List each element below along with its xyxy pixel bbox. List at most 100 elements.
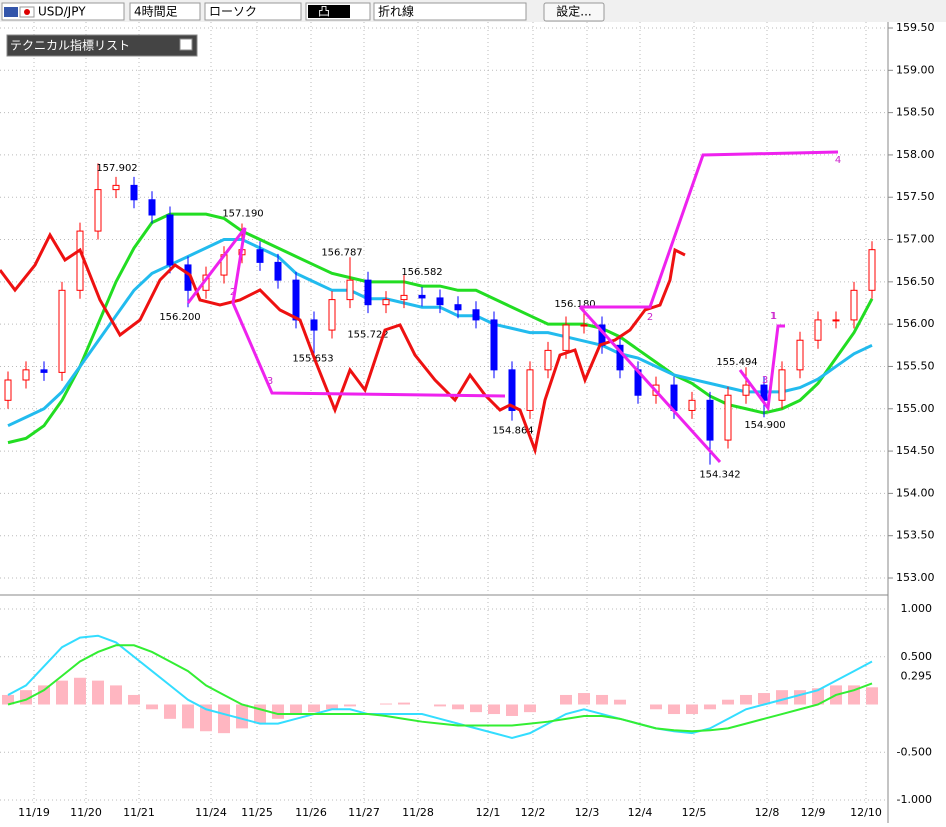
macd-bar <box>560 694 572 705</box>
x-tick-label: 11/20 <box>70 806 102 819</box>
candle-body <box>4 379 12 401</box>
zigzag-label: 2 <box>230 287 236 298</box>
candle-body <box>706 399 714 441</box>
price-annotation: 156.582 <box>401 267 442 278</box>
candle-body <box>148 199 156 216</box>
x-tick-label: 12/9 <box>801 806 826 819</box>
zigzag-label: 1 <box>770 311 776 322</box>
candle-body <box>580 324 588 327</box>
macd-bar <box>650 704 662 710</box>
price-annotation: 154.900 <box>744 420 785 431</box>
timeframe: 4時間足 <box>134 5 178 19</box>
macd-tick-label: -0.500 <box>897 745 932 758</box>
candle-body <box>436 297 444 306</box>
style-select[interactable] <box>204 2 302 21</box>
candle-body <box>490 319 498 371</box>
zigzag-label: 2 <box>647 312 653 323</box>
macd-bar <box>578 693 590 705</box>
macd-bar <box>596 694 608 705</box>
macd-bar <box>92 680 104 705</box>
lagging-span <box>0 231 686 456</box>
x-tick-label: 12/8 <box>755 806 780 819</box>
candle-body <box>544 349 552 371</box>
candle-body <box>130 184 138 201</box>
macd-bar <box>272 704 284 719</box>
y-tick-label: 153.00 <box>896 571 935 584</box>
macd-bar <box>344 704 356 707</box>
x-tick-label: 11/21 <box>123 806 155 819</box>
osc-swatch <box>308 5 350 18</box>
zigzag-label: 3 <box>762 375 768 386</box>
macd-bar <box>704 704 716 710</box>
plot-area: 11/19 11/20 11/21 11/24 11/25 11/26 11/27 11/28… <box>0 21 935 819</box>
macd-bar <box>794 690 806 705</box>
macd-bar <box>38 685 50 705</box>
macd-bar <box>812 688 824 705</box>
candle-body <box>274 261 282 281</box>
price-annotation: 155.494 <box>716 357 757 368</box>
zigzag <box>186 227 506 398</box>
candle-body <box>724 394 732 441</box>
macd-bar <box>326 704 338 710</box>
y-tick-label: 155.00 <box>896 402 935 415</box>
price-annotation: 156.200 <box>159 312 200 323</box>
candle-body <box>562 324 570 351</box>
indicator-panel[interactable] <box>6 34 198 57</box>
indicator-panel-title: テクニカル指標リスト <box>10 38 130 53</box>
macd-current: 0.295 <box>901 669 933 682</box>
candle-body <box>22 369 30 381</box>
candle-body <box>688 399 696 411</box>
macd-line <box>7 644 873 733</box>
x-tick-label: 12/2 <box>521 806 546 819</box>
macd-tick-label: -1.000 <box>897 793 932 806</box>
macd-tick-label: 0.500 <box>901 650 933 663</box>
macd-bar <box>128 694 140 705</box>
candle-body <box>832 319 840 322</box>
candle-body <box>814 319 822 341</box>
macd-bar <box>866 687 878 705</box>
candle-body <box>400 294 408 301</box>
macd-bar <box>164 704 176 719</box>
macd-bar <box>614 699 626 705</box>
candle-body <box>454 304 462 311</box>
candle-body <box>112 184 120 191</box>
y-tick-label: 159.00 <box>896 63 935 76</box>
candle-body <box>58 289 66 373</box>
macd-bar <box>74 677 86 705</box>
settings-button[interactable] <box>543 2 605 22</box>
settings[interactable]: 設定... <box>556 4 591 19</box>
macd-line <box>7 634 873 739</box>
zigzag-label: 4 <box>835 155 841 166</box>
flag-us <box>4 7 18 17</box>
macd-bar <box>524 704 536 713</box>
x-tick-label: 11/26 <box>295 806 327 819</box>
x-tick-label: 11/24 <box>195 806 227 819</box>
x-tick-label: 12/4 <box>628 806 653 819</box>
timeframe-select[interactable] <box>129 2 201 21</box>
macd-bar <box>722 699 734 705</box>
candle-body <box>508 369 516 411</box>
x-tick-label: 12/3 <box>575 806 600 819</box>
y-tick-label: 153.50 <box>896 529 935 542</box>
macd-bar <box>110 685 122 705</box>
x-tick-label: 12/5 <box>682 806 707 819</box>
y-tick-label: 157.00 <box>896 233 935 246</box>
line-type-box[interactable] <box>373 2 527 21</box>
y-tick-label: 155.50 <box>896 359 935 372</box>
macd-bar <box>668 704 680 715</box>
price-annotation: 157.190 <box>222 208 263 219</box>
panel-button[interactable] <box>179 38 193 51</box>
macd-bar <box>2 694 14 705</box>
candle-body <box>256 249 264 263</box>
candle-body <box>328 299 336 331</box>
osc-box: 凸 <box>318 5 330 19</box>
zigzag <box>738 324 785 412</box>
zigzag <box>578 305 722 464</box>
candle-body <box>166 214 174 266</box>
candle-body <box>382 299 390 306</box>
price-annotation: 155.722 <box>347 330 388 341</box>
candle-body <box>76 230 84 291</box>
price-annotation: 154.342 <box>699 469 740 480</box>
y-tick-label: 158.00 <box>896 148 935 161</box>
price-annotation: 157.902 <box>96 163 137 174</box>
